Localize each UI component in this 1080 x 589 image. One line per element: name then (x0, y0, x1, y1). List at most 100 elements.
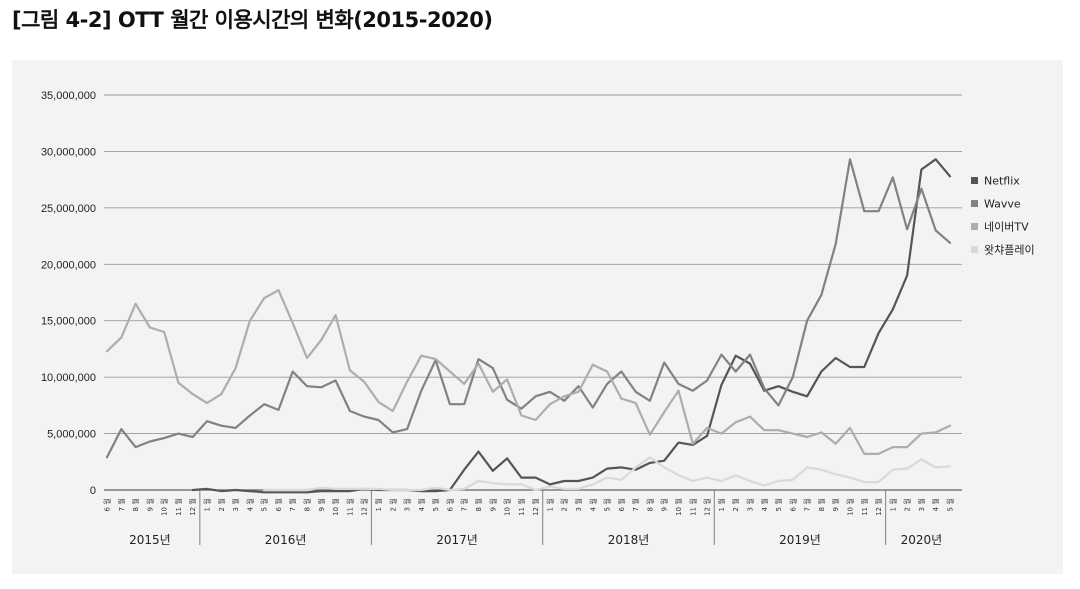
month-tick: 월4 (417, 498, 426, 511)
month-unit-label: 월 (845, 498, 854, 504)
month-unit-label: 월 (217, 498, 226, 504)
month-number-label: 2 (732, 507, 740, 511)
month-number-label: 12 (704, 507, 712, 516)
month-number-label: 3 (918, 507, 926, 511)
month-tick: 월9 (831, 498, 840, 511)
year-label: 2020년 (901, 533, 943, 547)
month-number-label: 9 (489, 507, 497, 511)
month-number-label: 11 (689, 507, 697, 516)
year-label: 2017년 (436, 533, 478, 547)
month-tick: 월 12 (188, 498, 197, 516)
month-unit-label: 월 (888, 498, 897, 504)
month-tick: 월1 (888, 498, 897, 511)
month-tick: 월7 (631, 498, 640, 511)
month-unit-label: 월 (645, 498, 654, 504)
month-unit-label: 월 (303, 498, 312, 504)
month-tick: 월3 (403, 498, 412, 511)
month-unit-label: 월 (517, 498, 526, 504)
month-tick: 월6 (445, 498, 454, 511)
month-tick: 월 12 (703, 498, 712, 516)
month-unit-label: 월 (903, 498, 912, 504)
month-tick: 월 11 (345, 498, 354, 516)
month-unit-label: 월 (388, 498, 397, 504)
month-number-label: 8 (646, 507, 654, 511)
month-number-label: 11 (346, 507, 354, 516)
month-number-label: 6 (618, 506, 626, 511)
month-unit-label: 월 (745, 498, 754, 504)
month-number-label: 10 (332, 507, 340, 516)
month-number-label: 4 (418, 506, 426, 511)
month-unit-label: 월 (474, 498, 483, 504)
month-unit-label: 월 (603, 498, 612, 504)
month-unit-label: 월 (817, 498, 826, 504)
month-number-label: 1 (375, 507, 383, 511)
month-unit-label: 월 (631, 498, 640, 504)
month-unit-label: 월 (560, 498, 569, 504)
month-tick: 월7 (803, 498, 812, 511)
month-tick: 월 12 (531, 498, 540, 516)
month-unit-label: 월 (545, 498, 554, 504)
month-unit-label: 월 (431, 498, 440, 504)
month-tick: 월8 (474, 498, 483, 511)
month-number-label: 11 (518, 507, 526, 516)
month-number-label: 9 (146, 507, 154, 511)
month-tick: 월5 (946, 498, 955, 511)
month-number-label: 9 (661, 507, 669, 511)
month-number-label: 6 (789, 506, 797, 511)
grid-lines (104, 94, 962, 491)
month-tick: 월 12 (874, 498, 883, 516)
month-tick: 월9 (317, 498, 326, 511)
series-line-0 (191, 158, 952, 494)
month-unit-label: 월 (460, 498, 469, 504)
month-unit-label: 월 (317, 498, 326, 504)
month-tick: 월1 (545, 498, 554, 511)
month-tick: 월4 (245, 498, 254, 511)
month-number-label: 2 (904, 507, 912, 511)
month-tick: 월 11 (860, 498, 869, 516)
chart-panel: 0 5,000,000 10,000,000 15,000,000 20,000,000… (12, 60, 1063, 574)
month-number-label: 3 (575, 507, 583, 511)
month-number-label: 12 (189, 507, 197, 516)
month-number-label: 5 (604, 507, 612, 511)
y-tick-label: 15,000,000 (41, 316, 96, 328)
month-tick: 월6 (788, 498, 797, 511)
month-number-label: 5 (775, 507, 783, 511)
month-unit-label: 월 (374, 498, 383, 504)
month-tick: 월4 (588, 498, 597, 511)
month-number-label: 10 (504, 507, 512, 516)
month-tick: 월 11 (517, 498, 526, 516)
month-number-label: 4 (761, 506, 769, 511)
month-unit-label: 월 (531, 498, 540, 504)
month-unit-label: 월 (674, 498, 683, 504)
month-number-label: 1 (546, 507, 554, 511)
x-axis: 월6월7월8월9월10월11월12월1월2월3월4월5월6월7월8월9월10월1… (103, 490, 955, 547)
month-unit-label: 월 (788, 498, 797, 504)
month-tick: 월 10 (674, 498, 683, 516)
month-unit-label: 월 (917, 498, 926, 504)
month-tick: 월5 (603, 498, 612, 511)
month-tick: 월8 (131, 498, 140, 511)
month-unit-label: 월 (588, 498, 597, 504)
month-tick: 월1 (717, 498, 726, 511)
y-tick-label: 5,000,000 (47, 429, 96, 441)
month-number-label: 11 (861, 507, 869, 516)
month-number-label: 8 (132, 507, 140, 511)
month-number-label: 7 (289, 507, 297, 511)
month-tick: 월9 (488, 498, 497, 511)
legend-label: Wavve (984, 198, 1021, 211)
month-number-label: 10 (161, 507, 169, 516)
y-tick-label: 25,000,000 (41, 203, 96, 215)
month-number-label: 5 (947, 507, 955, 511)
month-unit-label: 월 (117, 498, 126, 504)
month-unit-label: 월 (203, 498, 212, 504)
month-tick: 월2 (388, 498, 397, 511)
month-number-label: 1 (889, 507, 897, 511)
year-label: 2019년 (779, 533, 821, 547)
month-tick: 월 10 (503, 498, 512, 516)
month-number-label: 8 (304, 507, 312, 511)
month-tick: 월7 (288, 498, 297, 511)
month-tick: 월2 (903, 498, 912, 511)
month-unit-label: 월 (417, 498, 426, 504)
month-tick: 월5 (774, 498, 783, 511)
month-unit-label: 월 (160, 498, 169, 504)
